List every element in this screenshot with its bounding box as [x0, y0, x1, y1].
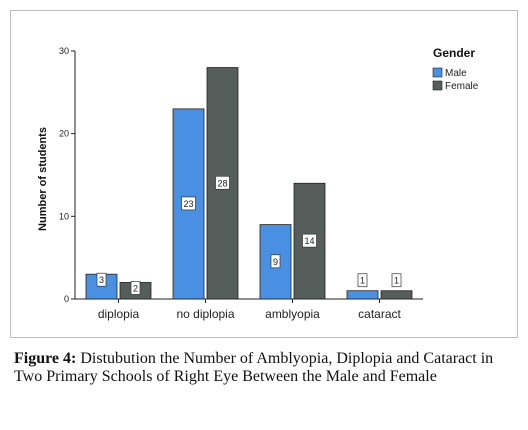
legend-title: Gender	[433, 46, 475, 60]
data-label: 1	[360, 276, 365, 286]
figure-caption: Figure 4: Distubution the Number of Ambl…	[14, 350, 518, 386]
data-label-box	[181, 196, 196, 211]
bar-male	[346, 290, 379, 300]
x-tick-label: no diplopia	[176, 307, 234, 321]
data-label-box	[357, 273, 368, 288]
bar-female	[380, 290, 413, 300]
y-tick-label: 20	[59, 129, 69, 139]
y-tick-label: 30	[59, 46, 69, 56]
caption-label: Figure 4:	[14, 350, 77, 367]
chart-frame: 0 10 20 30 diplopia 3 2 no diplopia 23 28 amblyopi…	[10, 10, 518, 338]
data-label: 3	[99, 275, 104, 285]
legend-label-female: Female	[445, 81, 479, 92]
data-label: 23	[183, 199, 193, 209]
legend-swatch-male	[432, 67, 443, 78]
legend-label-male: Male	[445, 68, 467, 79]
data-label-box	[302, 233, 317, 248]
bar-chart: 0 10 20 30 diplopia 3 2 no diplopia 23 28 amblyopi…	[37, 46, 479, 321]
data-label: 28	[217, 178, 227, 188]
data-label-box	[391, 273, 402, 288]
data-label-box	[215, 175, 230, 190]
y-tick-label: 10	[59, 211, 69, 221]
data-label: 9	[273, 257, 278, 267]
legend: Gender Male Female	[432, 46, 479, 92]
data-label-box	[130, 281, 141, 295]
x-tick-label: diplopia	[98, 307, 140, 321]
y-axis-label: Number of students	[37, 127, 49, 231]
caption-text: Distubution the Number of Amblyopia, Dip…	[14, 350, 494, 385]
data-label-box	[270, 254, 281, 269]
data-label: 14	[304, 236, 314, 246]
x-tick-label: cataract	[358, 307, 401, 321]
data-label-box	[96, 272, 107, 287]
y-tick-label: 0	[64, 294, 69, 304]
data-label: 2	[133, 283, 138, 293]
x-tick-label: amblyopia	[265, 307, 320, 321]
legend-swatch-female	[432, 80, 443, 91]
data-label: 1	[394, 276, 399, 286]
